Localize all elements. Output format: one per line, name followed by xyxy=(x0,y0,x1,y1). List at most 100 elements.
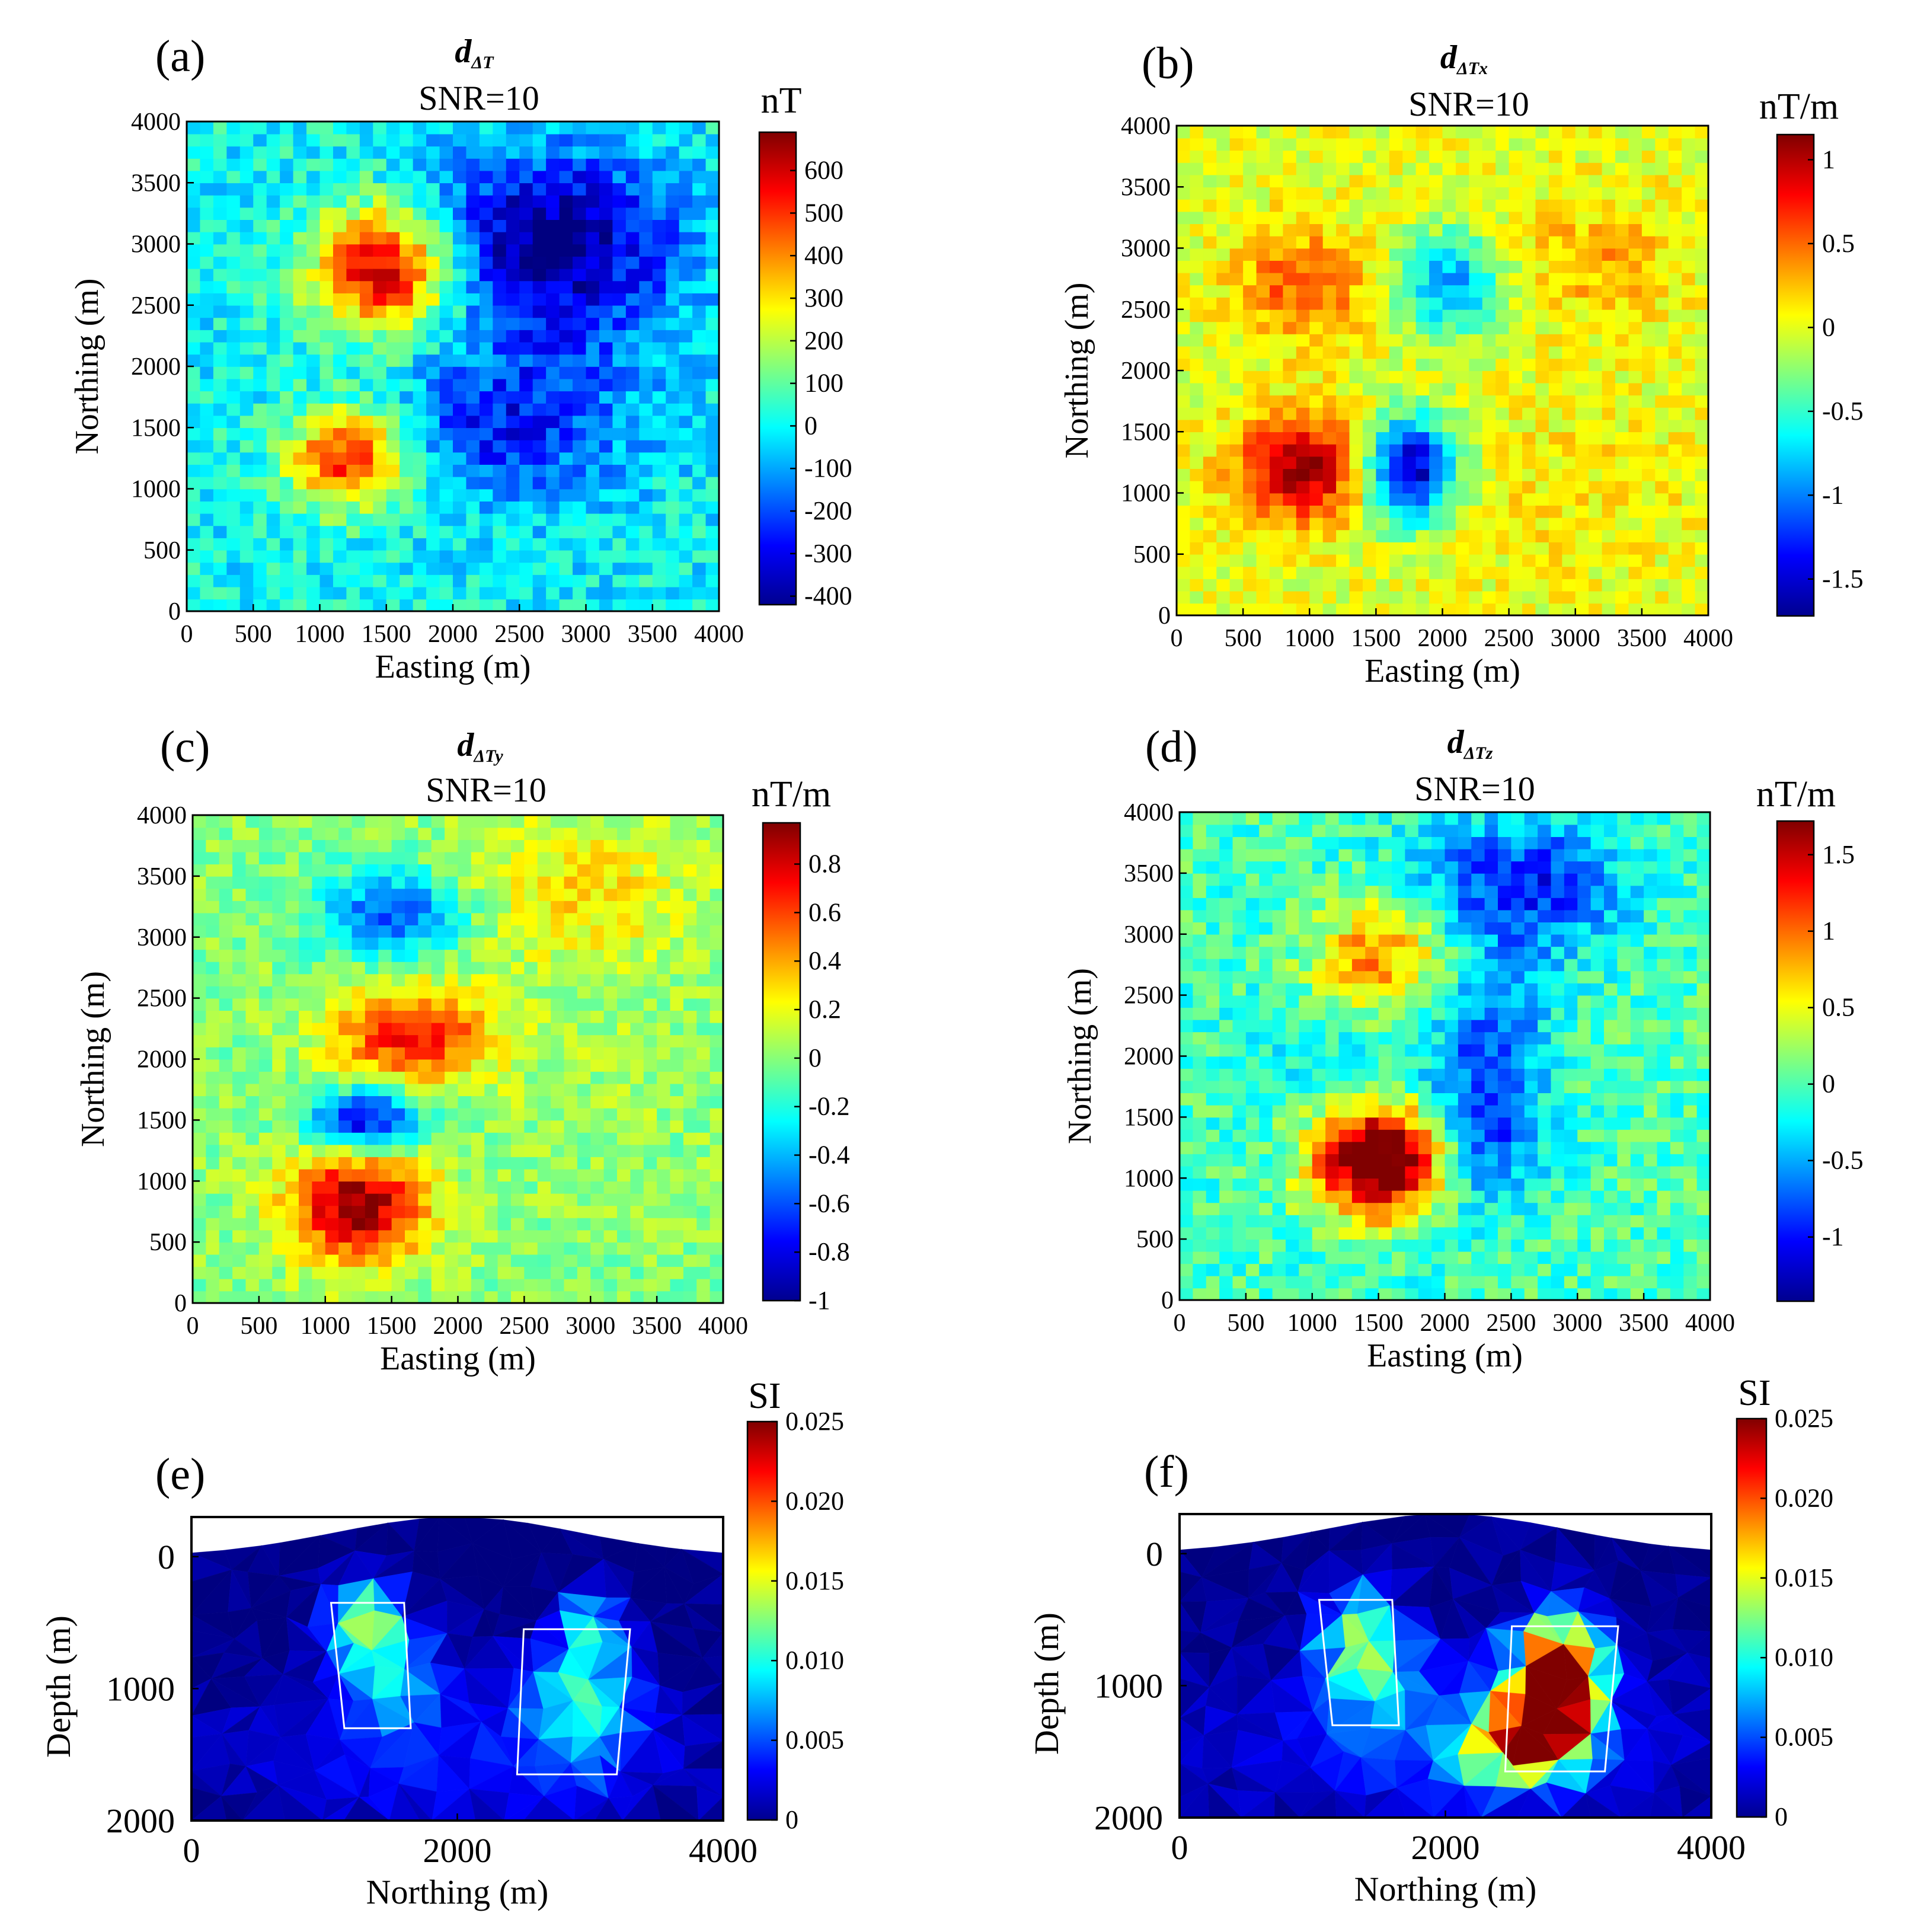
heatmap-cell xyxy=(280,330,294,343)
heatmap-cell xyxy=(213,354,228,367)
heatmap-cell xyxy=(445,1034,459,1048)
heatmap-cell xyxy=(524,925,538,938)
heatmap-cell xyxy=(280,341,294,355)
heatmap-cell xyxy=(219,998,233,1011)
heatmap-cell xyxy=(573,207,587,220)
heatmap-cell xyxy=(1628,126,1642,139)
heatmap-cell xyxy=(1509,260,1523,273)
heatmap-cell xyxy=(639,550,653,563)
heatmap-cell xyxy=(213,158,228,171)
heatmap-cell xyxy=(617,1132,631,1145)
heatmap-cell xyxy=(213,244,228,257)
heatmap-cell xyxy=(193,888,207,901)
heatmap-cell xyxy=(213,464,228,477)
heatmap-cell xyxy=(1469,223,1483,237)
heatmap-cell xyxy=(1668,579,1682,592)
heatmap-cell xyxy=(285,937,299,950)
heatmap-cell xyxy=(1562,285,1576,298)
heatmap-cell xyxy=(532,280,547,293)
heatmap-cell xyxy=(551,1059,565,1072)
heatmap-cell xyxy=(378,912,392,925)
heatmap-cell xyxy=(1402,285,1417,298)
heatmap-cell xyxy=(193,1059,207,1072)
heatmap-cell xyxy=(666,562,680,575)
heatmap-cell xyxy=(564,1266,578,1279)
heatmap-cell xyxy=(386,366,400,379)
heatmap-cell xyxy=(1695,579,1709,592)
heatmap-cell xyxy=(1602,554,1616,567)
heatmap-cell xyxy=(1229,432,1244,445)
heatmap-cell xyxy=(1362,407,1377,420)
heatmap-cell xyxy=(418,1217,432,1231)
heatmap-cell xyxy=(1615,309,1629,322)
heatmap-cell xyxy=(338,1217,353,1231)
heatmap-cell xyxy=(1575,554,1589,567)
heatmap-cell xyxy=(413,256,427,269)
heatmap-cell xyxy=(683,1168,698,1182)
heatmap-cell xyxy=(351,888,366,901)
heatmap-cell xyxy=(1522,517,1536,531)
heatmap-cell xyxy=(1469,174,1483,188)
heatmap-cell xyxy=(1535,272,1549,286)
heatmap-cell xyxy=(639,158,653,171)
heatmap-cell xyxy=(652,501,666,514)
heatmap-cell xyxy=(239,341,254,355)
heatmap-cell xyxy=(1628,480,1642,494)
heatmap-cell xyxy=(193,1181,207,1194)
title-variable: dΔTy xyxy=(457,727,503,766)
heatmap-cell xyxy=(696,1071,711,1084)
heatmap-cell xyxy=(272,1022,286,1036)
heatmap-cell xyxy=(524,986,538,999)
heatmap-cell xyxy=(187,599,201,612)
heatmap-cell xyxy=(1655,272,1669,286)
heatmap-cell xyxy=(413,562,427,575)
title-variable: dΔTx xyxy=(1440,39,1488,78)
heatmap-cell xyxy=(1615,579,1629,592)
heatmap-cell xyxy=(219,912,233,925)
heatmap-cell xyxy=(245,864,260,877)
heatmap-cell xyxy=(466,476,480,490)
heatmap-cell xyxy=(1283,321,1297,334)
heatmap-cell xyxy=(325,1278,339,1292)
heatmap-cell xyxy=(226,354,241,367)
heatmap-cell xyxy=(1602,358,1616,371)
heatmap-cell xyxy=(445,925,459,938)
heatmap-cell xyxy=(373,415,387,429)
heatmap-cell xyxy=(1216,480,1231,494)
heatmap-cell xyxy=(1415,138,1430,151)
heatmap-cell xyxy=(1415,456,1430,469)
heatmap-cell xyxy=(705,538,720,551)
heatmap-cell xyxy=(1682,321,1696,334)
heatmap-cell xyxy=(586,464,600,477)
heatmap-cell xyxy=(338,949,353,962)
heatmap-cell xyxy=(1548,358,1563,371)
heatmap-cell xyxy=(431,1096,445,1109)
heatmap-cell xyxy=(511,1071,525,1084)
heatmap-cell xyxy=(652,268,666,282)
heatmap-cell xyxy=(439,183,453,196)
heatmap-cell xyxy=(479,415,494,429)
heatmap-cell xyxy=(1442,260,1456,273)
heatmap-cell xyxy=(346,488,360,502)
heatmap-cell xyxy=(1229,493,1244,506)
heatmap-cell xyxy=(213,562,228,575)
heatmap-cell xyxy=(1682,187,1696,200)
heatmap-cell xyxy=(683,1193,698,1206)
heatmap-cell xyxy=(573,268,587,282)
heatmap-cell xyxy=(285,912,299,925)
heatmap-cell xyxy=(346,354,360,367)
colorbar-tick-label: -0.6 xyxy=(808,1189,850,1218)
heatmap-cell xyxy=(506,183,520,196)
heatmap-cell xyxy=(705,391,720,404)
heatmap-cell xyxy=(378,1266,392,1279)
heatmap-cell xyxy=(219,1205,233,1218)
heatmap-cell xyxy=(1243,468,1257,481)
heatmap-cell xyxy=(453,488,467,502)
heatmap-cell xyxy=(285,1168,299,1182)
colorbar-unit: nT xyxy=(761,81,802,121)
heatmap-cell xyxy=(1296,297,1311,310)
heatmap-cell xyxy=(1203,456,1217,469)
heatmap-cell xyxy=(1216,187,1231,200)
heatmap-cell xyxy=(497,1254,512,1267)
heatmap-cell xyxy=(493,305,507,318)
